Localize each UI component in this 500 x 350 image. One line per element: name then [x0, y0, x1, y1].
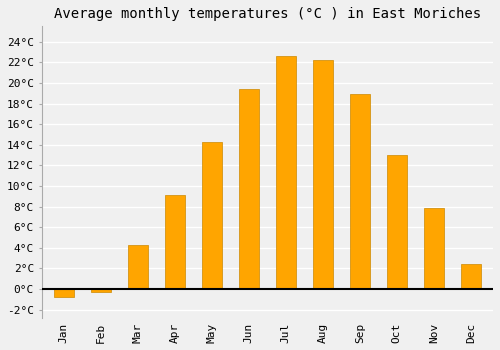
Bar [350, 94, 370, 289]
Bar [128, 245, 148, 289]
Bar [312, 60, 333, 289]
Bar [424, 208, 444, 289]
Bar [276, 56, 296, 289]
Bar [54, 289, 74, 298]
Bar [202, 142, 222, 289]
Bar [386, 155, 407, 289]
Bar [238, 89, 259, 289]
Bar [90, 289, 111, 292]
Bar [460, 264, 481, 289]
Title: Average monthly temperatures (°C ) in East Moriches: Average monthly temperatures (°C ) in Ea… [54, 7, 481, 21]
Bar [164, 195, 185, 289]
